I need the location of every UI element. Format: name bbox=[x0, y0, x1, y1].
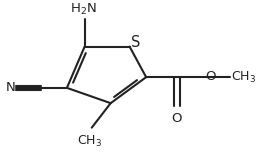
Text: CH$_3$: CH$_3$ bbox=[231, 70, 256, 85]
Text: H$_2$N: H$_2$N bbox=[70, 2, 97, 17]
Text: O: O bbox=[172, 112, 182, 125]
Text: N: N bbox=[6, 81, 16, 94]
Text: S: S bbox=[131, 35, 140, 50]
Text: O: O bbox=[205, 70, 216, 83]
Text: CH$_3$: CH$_3$ bbox=[77, 134, 102, 149]
